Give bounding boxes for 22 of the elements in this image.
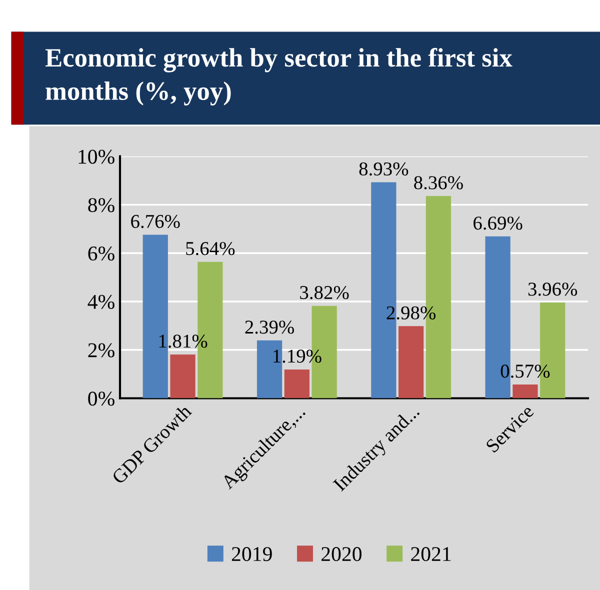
legend-label: 2020 <box>322 547 362 562</box>
legend-label: 2021 <box>411 547 451 562</box>
bar <box>398 326 424 398</box>
y-tick-label: 8% <box>88 198 114 212</box>
data-label: 3.96% <box>528 282 578 296</box>
data-label: 6.76% <box>131 214 180 228</box>
y-tick-label: 6% <box>88 246 114 261</box>
bar <box>512 384 538 398</box>
data-label: 6.69% <box>474 216 522 230</box>
data-label: 2.39% <box>245 320 294 334</box>
data-label: 8.93% <box>359 162 408 176</box>
chart-title: Economic growth by sector in the first six months (%, yoy) <box>45 48 512 106</box>
y-tick-label: 4% <box>88 294 114 309</box>
y-tick-label: 2% <box>88 343 114 358</box>
bar <box>170 354 196 398</box>
y-tick-label: 10% <box>78 150 114 164</box>
data-label: 8.36% <box>414 176 463 190</box>
y-tick-label: 0% <box>88 392 114 406</box>
bar <box>284 369 310 398</box>
legend-label: 2019 <box>232 547 272 562</box>
data-label: 3.82% <box>300 286 349 300</box>
data-label: 5.64% <box>186 242 235 256</box>
